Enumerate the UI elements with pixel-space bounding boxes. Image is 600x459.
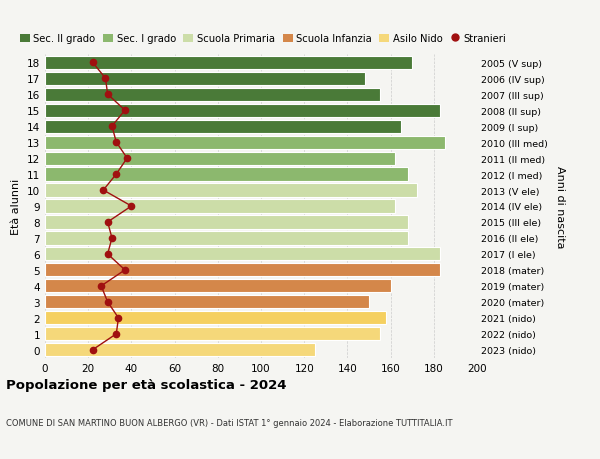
- Bar: [45, 200, 395, 213]
- Y-axis label: Età alunni: Età alunni: [11, 179, 22, 235]
- Bar: [45, 328, 380, 341]
- Bar: [45, 232, 408, 245]
- Bar: [45, 104, 440, 118]
- Bar: [45, 89, 380, 101]
- Bar: [45, 120, 401, 134]
- Bar: [45, 343, 315, 357]
- Bar: [45, 264, 440, 277]
- Bar: [45, 73, 365, 85]
- Legend: Sec. II grado, Sec. I grado, Scuola Primaria, Scuola Infanzia, Asilo Nido, Stran: Sec. II grado, Sec. I grado, Scuola Prim…: [20, 34, 506, 44]
- Bar: [45, 56, 412, 70]
- Bar: [45, 184, 416, 197]
- Bar: [45, 312, 386, 325]
- Text: Popolazione per età scolastica - 2024: Popolazione per età scolastica - 2024: [6, 379, 287, 392]
- Y-axis label: Anni di nascita: Anni di nascita: [555, 165, 565, 248]
- Bar: [45, 152, 395, 165]
- Bar: [45, 136, 445, 149]
- Text: COMUNE DI SAN MARTINO BUON ALBERGO (VR) - Dati ISTAT 1° gennaio 2024 - Elaborazi: COMUNE DI SAN MARTINO BUON ALBERGO (VR) …: [6, 418, 452, 427]
- Bar: [45, 216, 408, 229]
- Bar: [45, 280, 391, 293]
- Bar: [45, 248, 440, 261]
- Bar: [45, 296, 369, 309]
- Bar: [45, 168, 408, 181]
